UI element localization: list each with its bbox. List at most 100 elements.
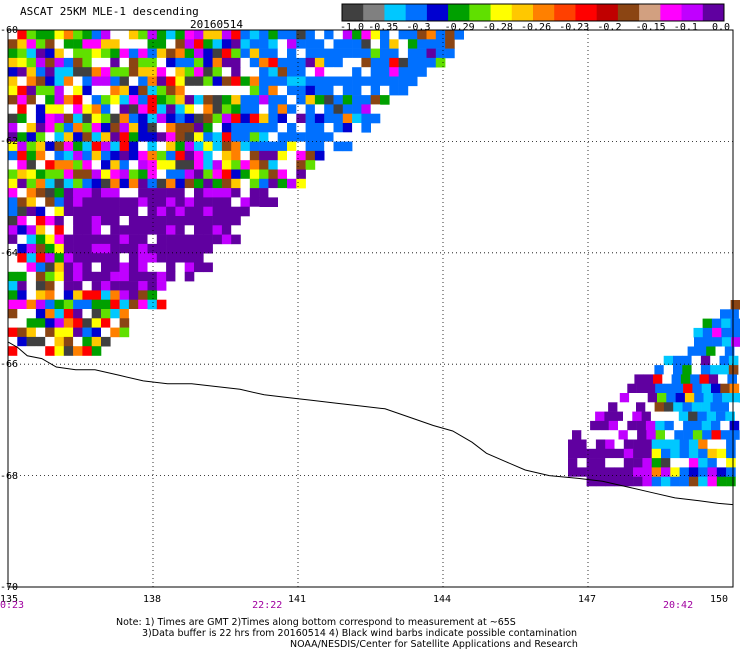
- data-cell: [277, 39, 288, 49]
- data-cell: [654, 365, 664, 375]
- data-cell: [128, 216, 139, 226]
- data-cell: [380, 48, 390, 59]
- coastline-path: [7, 341, 734, 506]
- data-cell: [683, 430, 694, 440]
- data-cell: [17, 309, 27, 319]
- data-cell: [699, 374, 710, 384]
- data-cell: [221, 113, 232, 124]
- data-cell: [156, 197, 167, 207]
- data-cell: [268, 132, 278, 142]
- data-cell: [156, 299, 167, 310]
- data-cell: [268, 178, 278, 189]
- data-cell: [287, 132, 297, 142]
- data-cell: [101, 290, 111, 300]
- data-cell: [194, 57, 204, 68]
- data-cell: [352, 30, 362, 40]
- latitude-tick-label: -70: [0, 582, 19, 593]
- data-cell: [231, 95, 241, 105]
- data-cell: [54, 281, 65, 291]
- data-cell: [651, 439, 662, 450]
- data-cell: [249, 39, 260, 49]
- legend-swatch: [342, 4, 364, 21]
- data-cell: [147, 169, 158, 180]
- data-cell: [128, 150, 139, 161]
- data-cell: [156, 150, 167, 161]
- data-cell: [637, 430, 647, 440]
- data-cell: [54, 48, 65, 59]
- data-cell: [26, 262, 37, 273]
- data-cell: [314, 39, 325, 49]
- data-cell: [54, 290, 65, 300]
- data-cell: [661, 448, 671, 459]
- data-cell: [45, 132, 55, 142]
- data-cell: [119, 48, 130, 59]
- data-cell: [643, 374, 654, 384]
- data-cell: [138, 206, 148, 217]
- data-cell: [63, 318, 74, 328]
- data-cell: [212, 206, 223, 217]
- data-cell: [54, 160, 65, 170]
- data-cell: [352, 67, 362, 77]
- data-cell: [730, 327, 740, 338]
- data-cell: [586, 458, 597, 468]
- data-cell: [147, 76, 158, 87]
- data-cell: [305, 30, 316, 40]
- data-cell: [73, 327, 83, 338]
- data-cell: [581, 430, 591, 440]
- data-cell: [35, 104, 46, 114]
- data-cell: [91, 104, 102, 114]
- data-cell: [212, 225, 223, 235]
- data-cell: [586, 448, 597, 459]
- data-cell: [249, 206, 260, 217]
- latitude-tick-label: -68: [0, 470, 19, 482]
- legend-tick-label: -0.2: [597, 22, 622, 33]
- data-cell: [636, 402, 646, 412]
- data-cell: [82, 253, 92, 263]
- data-cell: [110, 178, 120, 189]
- data-cell: [613, 411, 624, 422]
- data-cell: [700, 355, 711, 366]
- coastline: [7, 341, 734, 506]
- data-cell: [203, 30, 213, 40]
- data-cell: [324, 132, 334, 142]
- data-cell: [568, 439, 578, 450]
- data-cell: [194, 30, 204, 40]
- data-cell: [590, 430, 601, 440]
- data-cell: [730, 430, 740, 440]
- data-cell: [110, 327, 120, 338]
- data-cell: [63, 197, 74, 207]
- data-cell: [314, 123, 325, 133]
- data-cell: [119, 39, 130, 49]
- data-cell: [101, 67, 111, 77]
- data-cell: [26, 197, 37, 207]
- data-cell: [445, 48, 455, 59]
- data-cell: [45, 216, 55, 226]
- data-cell: [128, 30, 139, 40]
- legend-tick-label: 0.0: [712, 22, 731, 33]
- data-cell: [138, 57, 148, 68]
- data-cell: [8, 150, 18, 161]
- product-date: 20160514: [190, 18, 243, 31]
- data-cell: [249, 160, 260, 170]
- data-cell: [296, 30, 306, 40]
- data-cell: [277, 150, 288, 161]
- data-cell: [333, 85, 344, 96]
- data-cell: [119, 327, 130, 338]
- data-cell: [296, 85, 306, 96]
- data-cell: [194, 67, 204, 77]
- data-cell: [352, 113, 362, 124]
- data-cell: [240, 141, 251, 152]
- data-cell: [166, 197, 176, 207]
- data-cell: [231, 169, 241, 180]
- data-cell: [101, 225, 111, 235]
- data-cell: [110, 123, 120, 133]
- data-cell: [110, 39, 120, 49]
- data-cell: [73, 30, 83, 40]
- data-cell: [128, 104, 139, 114]
- data-cell: [277, 178, 288, 189]
- data-cell: [101, 271, 111, 282]
- data-cell: [203, 150, 213, 161]
- data-cell: [231, 234, 241, 245]
- data-cell: [82, 113, 92, 124]
- data-cell: [389, 39, 399, 49]
